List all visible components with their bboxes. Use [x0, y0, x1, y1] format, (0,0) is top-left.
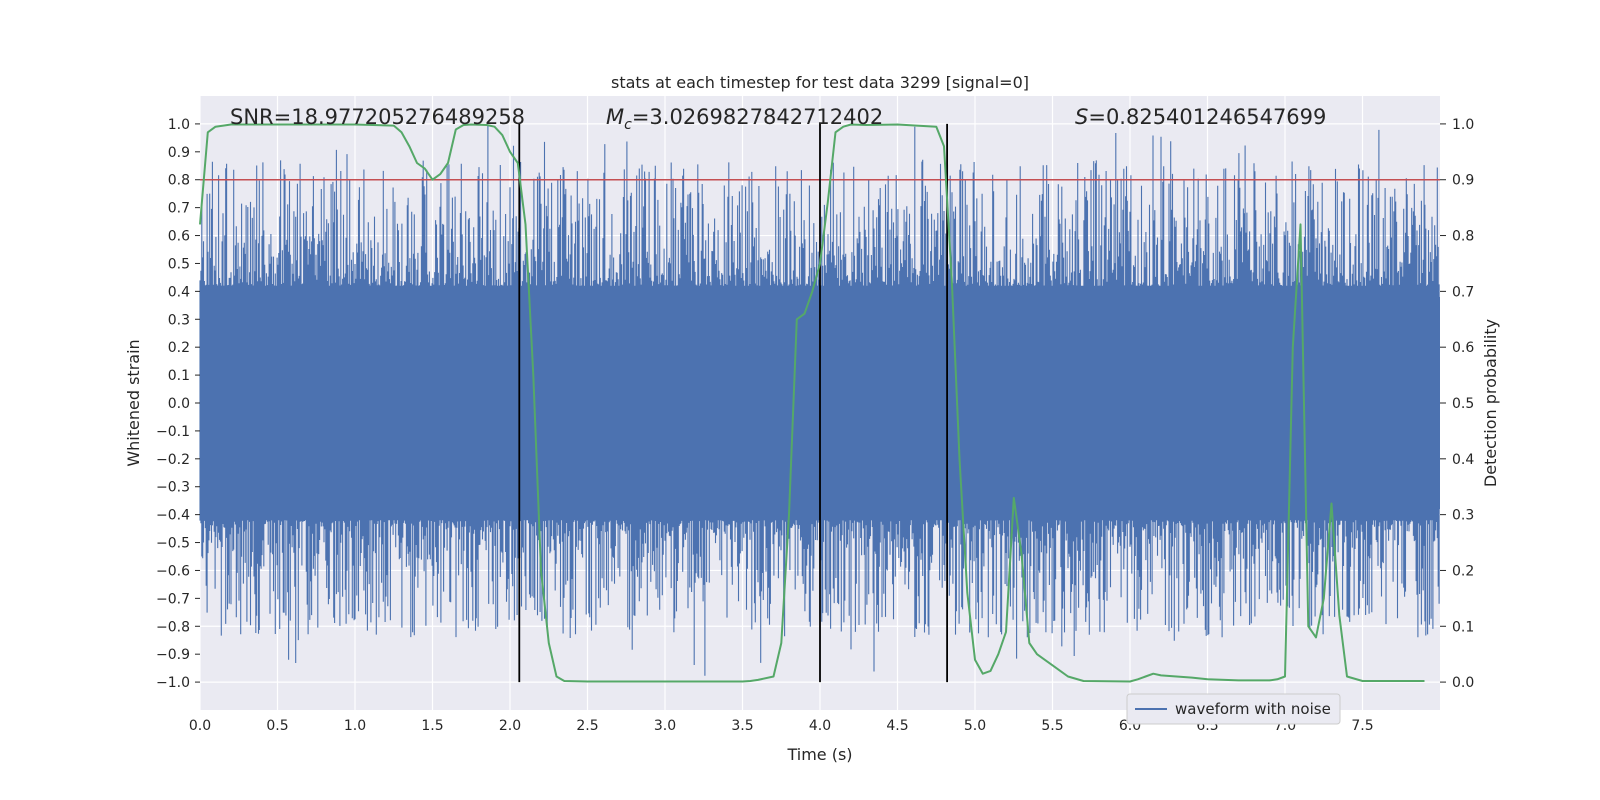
x-tick-label: 1.0	[344, 718, 366, 734]
waveform-spikes	[199, 124, 1440, 676]
y-right-tick-label: 0.5	[1452, 396, 1474, 412]
y-left-tick-label: −0.8	[156, 619, 190, 635]
y-axis-right-ticks: 1.0 0.9 0.8 0.7 0.6 0.5 0.4 0.3 0.2 0.1 0.0	[1440, 117, 1474, 691]
y-right-tick-label: 0.0	[1452, 675, 1474, 691]
y-right-tick-label: 0.3	[1452, 508, 1474, 524]
x-tick-label: 5.5	[1041, 718, 1063, 734]
y-left-tick-label: −0.6	[156, 563, 190, 579]
y-left-tick-label: −0.1	[156, 424, 190, 440]
y-left-tick-label: −0.2	[156, 452, 190, 468]
annotation-snr: SNR=18.977205276489258	[230, 105, 525, 129]
y-left-tick-label: 0.9	[168, 145, 190, 161]
y-axis-right-label: Detection probability	[1481, 319, 1500, 487]
legend-box	[1126, 693, 1341, 725]
x-tick-label: 3.0	[654, 718, 676, 734]
y-right-tick-label: 0.9	[1452, 173, 1474, 189]
x-tick-label: 2.5	[576, 718, 598, 734]
chart-title: stats at each timestep for test data 329…	[611, 73, 1029, 92]
y-left-tick-label: 1.0	[168, 117, 190, 133]
x-tick-label: 0.0	[189, 718, 211, 734]
y-left-tick-label: −0.4	[156, 508, 190, 524]
x-tick-label: 3.5	[731, 718, 753, 734]
y-left-tick-label: 0.0	[168, 396, 190, 412]
y-right-tick-label: 0.7	[1452, 284, 1474, 300]
annotation-s-value: =0.825401246547699	[1088, 105, 1326, 129]
y-left-tick-label: 0.2	[168, 340, 190, 356]
y-right-tick-label: 0.2	[1452, 563, 1474, 579]
y-left-tick-label: −1.0	[156, 675, 190, 691]
overlay-lines	[200, 123, 1440, 683]
y-left-tick-label: 0.8	[168, 173, 190, 189]
y-left-tick-label: 0.4	[168, 284, 190, 300]
annotation-s: S=0.825401246547699	[1075, 105, 1326, 129]
y-left-tick-label: 0.1	[168, 368, 190, 384]
annotation-mc-label: M	[606, 105, 624, 129]
annotation-snr-value: =18.977205276489258	[274, 105, 525, 129]
x-axis-label: Time (s)	[786, 745, 852, 764]
annotation-snr-label: SNR	[230, 105, 274, 129]
annotation-mc-subscript: c	[624, 117, 632, 133]
x-tick-label: 1.5	[421, 718, 443, 734]
annotation-chirp-mass: Mc=3.0269827842712402	[606, 105, 883, 133]
x-tick-label: 5.0	[964, 718, 986, 734]
x-tick-label: 4.5	[886, 718, 908, 734]
annotation-mc-value: =3.0269827842712402	[632, 105, 883, 129]
y-right-tick-label: 1.0	[1452, 117, 1474, 133]
probability-series	[199, 123, 1425, 683]
annotation-s-label: S	[1075, 105, 1088, 129]
annotations: SNR=18.977205276489258 Mc=3.026982784271…	[230, 105, 1326, 133]
y-left-tick-label: 0.3	[168, 312, 190, 328]
y-left-tick-label: −0.7	[156, 591, 190, 607]
y-left-tick-label: −0.9	[156, 647, 190, 663]
x-tick-label: 0.5	[266, 718, 288, 734]
probability-line	[199, 123, 1425, 683]
y-left-tick-label: −0.5	[156, 536, 190, 552]
y-right-tick-label: 0.8	[1452, 229, 1474, 245]
legend-entry: waveform with noise	[1175, 700, 1331, 718]
y-axis-left-ticks: 1.0 0.9 0.8 0.7 0.6 0.5 0.4 0.3 0.2 0.1 0.0 −0.1 −0.…	[156, 117, 200, 691]
y-left-tick-label: −0.3	[156, 480, 190, 496]
x-tick-label: 4.0	[809, 718, 831, 734]
legend: waveform with noise	[1126, 693, 1341, 725]
x-tick-label: 2.0	[499, 718, 521, 734]
y-right-tick-label: 0.1	[1452, 619, 1474, 635]
x-tick-label: 7.5	[1351, 718, 1373, 734]
y-right-tick-label: 0.6	[1452, 340, 1474, 356]
y-left-tick-label: 0.7	[168, 201, 190, 217]
y-left-tick-label: 0.6	[168, 229, 190, 245]
y-right-tick-label: 0.4	[1452, 452, 1474, 468]
y-left-tick-label: 0.5	[168, 256, 190, 272]
y-axis-left-label: Whitened strain	[124, 339, 143, 466]
